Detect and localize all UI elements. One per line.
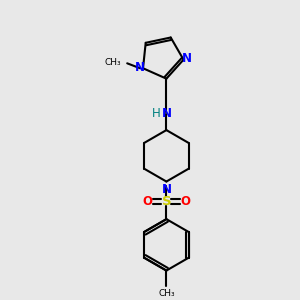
Text: CH₃: CH₃ (105, 58, 121, 67)
Text: N: N (182, 52, 191, 65)
Text: N: N (161, 107, 171, 120)
Text: H: H (152, 107, 161, 120)
Text: CH₃: CH₃ (158, 290, 175, 298)
Text: N: N (135, 61, 145, 74)
Text: S: S (162, 195, 171, 208)
Text: O: O (142, 195, 153, 208)
Text: N: N (161, 182, 171, 196)
Text: O: O (180, 195, 190, 208)
